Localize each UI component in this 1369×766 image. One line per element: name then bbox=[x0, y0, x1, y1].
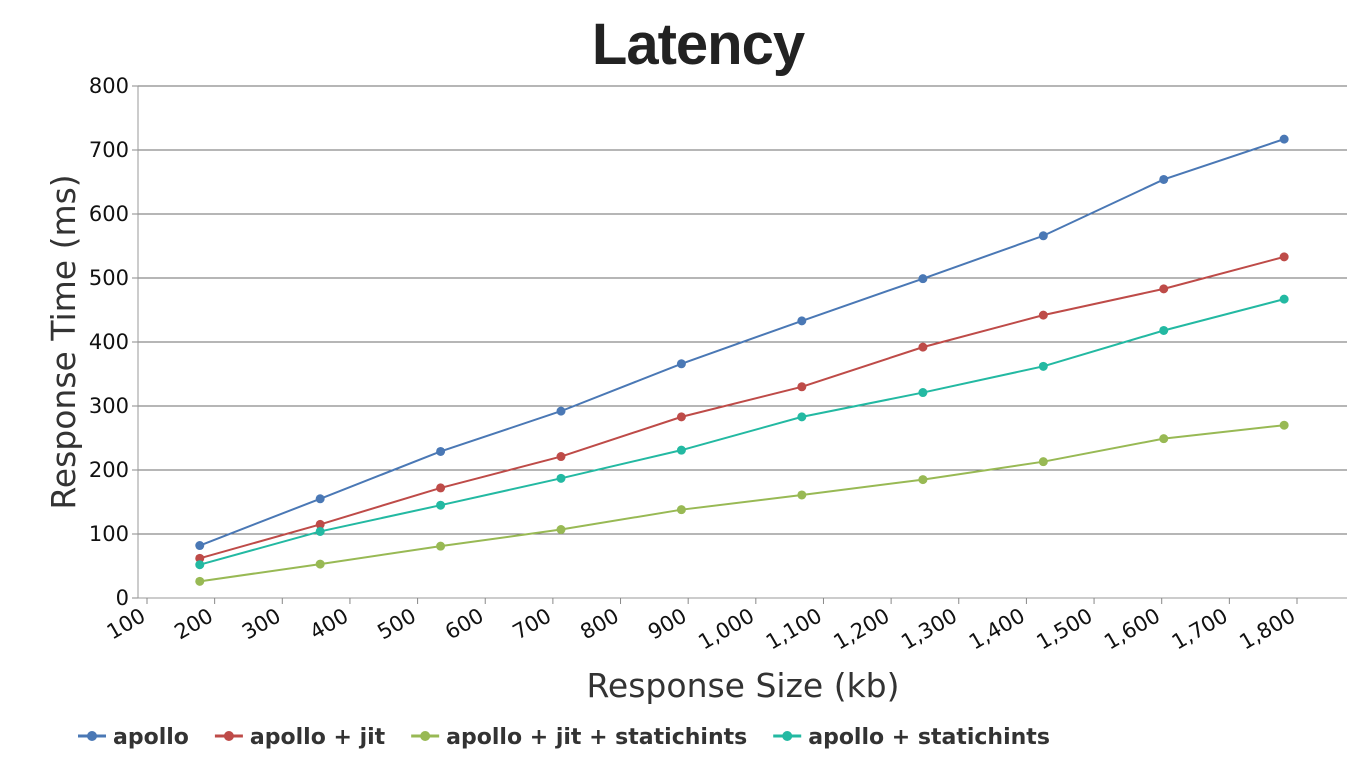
x-tick-label: 1,800 bbox=[1235, 604, 1299, 655]
x-axis-title: Response Size (kb) bbox=[586, 666, 899, 705]
legend-label: apollo bbox=[113, 725, 189, 750]
data-point bbox=[797, 382, 807, 392]
data-point bbox=[1159, 434, 1169, 444]
chart-title: Latency bbox=[592, 12, 805, 77]
data-point bbox=[918, 274, 928, 284]
data-point bbox=[315, 559, 325, 569]
legend-item: apollo bbox=[78, 725, 189, 750]
x-tick-label: 1,300 bbox=[897, 604, 961, 655]
data-point bbox=[1038, 361, 1048, 371]
y-tick-label: 300 bbox=[89, 394, 129, 418]
legend-label: apollo + jit bbox=[250, 725, 386, 750]
series-line bbox=[199, 138, 1285, 547]
x-tick-label: 1,600 bbox=[1100, 604, 1164, 655]
x-tick-label: 1,100 bbox=[762, 604, 826, 655]
y-axis-title: Response Time (ms) bbox=[44, 174, 83, 509]
data-point bbox=[1279, 420, 1289, 430]
data-point bbox=[556, 473, 566, 483]
series-line bbox=[199, 298, 1285, 566]
y-tick-label: 100 bbox=[89, 522, 129, 546]
data-point bbox=[797, 490, 807, 500]
data-point bbox=[315, 519, 325, 529]
data-point bbox=[556, 406, 566, 416]
x-tick-label: 900 bbox=[644, 604, 691, 645]
data-point bbox=[436, 483, 446, 493]
y-tick-label: 600 bbox=[89, 202, 129, 226]
data-point bbox=[676, 359, 686, 369]
x-tick-label: 1,700 bbox=[1168, 604, 1232, 655]
series-group bbox=[195, 294, 1289, 570]
data-point bbox=[918, 388, 928, 398]
y-tick-labels: 0 100 200 300 400 500 600 700 800 bbox=[89, 74, 129, 610]
y-tick-label: 500 bbox=[89, 266, 129, 290]
x-tick-label: 300 bbox=[238, 604, 285, 645]
data-point bbox=[676, 445, 686, 455]
data-point bbox=[1279, 294, 1289, 304]
data-point bbox=[1038, 457, 1048, 467]
legend-item: apollo + jit + statichints bbox=[411, 725, 747, 750]
data-point bbox=[797, 316, 807, 326]
data-point bbox=[1038, 310, 1048, 320]
legend-swatch-marker bbox=[87, 731, 97, 741]
series-line bbox=[199, 255, 1285, 560]
series-line bbox=[199, 424, 1285, 583]
data-point bbox=[195, 553, 205, 563]
series-group bbox=[195, 134, 1289, 551]
data-point bbox=[315, 494, 325, 504]
series-group bbox=[195, 252, 1289, 563]
data-point bbox=[315, 526, 325, 536]
series-group bbox=[195, 420, 1289, 586]
data-point bbox=[1159, 284, 1169, 294]
data-point bbox=[918, 475, 928, 485]
legend-label: apollo + statichints bbox=[808, 725, 1050, 750]
legend-swatch-marker bbox=[223, 731, 234, 741]
x-tick-label: 400 bbox=[306, 604, 353, 645]
x-tick-label: 700 bbox=[509, 604, 556, 645]
data-point bbox=[1159, 174, 1169, 184]
y-tick-label: 200 bbox=[89, 458, 129, 482]
x-tick-label: 100 bbox=[103, 604, 150, 645]
data-point bbox=[195, 560, 205, 570]
x-tick-label: 200 bbox=[170, 604, 217, 645]
data-point bbox=[436, 500, 446, 510]
data-point bbox=[1159, 325, 1169, 335]
data-point bbox=[195, 541, 205, 551]
data-point bbox=[676, 505, 686, 515]
x-tick-label: 1,000 bbox=[694, 604, 758, 655]
legend-item: apollo + statichints bbox=[773, 725, 1050, 750]
data-point bbox=[436, 541, 446, 551]
x-tick-label: 600 bbox=[441, 604, 488, 645]
data-point bbox=[1279, 134, 1289, 144]
data-point bbox=[676, 412, 686, 422]
y-tick-label: 700 bbox=[89, 138, 129, 162]
x-tick-label: 500 bbox=[373, 604, 420, 645]
y-tick-label: 0 bbox=[116, 586, 129, 610]
legend: apollo apollo + jit apollo + jit + statich… bbox=[78, 725, 1050, 750]
x-tick-label: 800 bbox=[576, 604, 623, 645]
series-lines bbox=[195, 134, 1289, 586]
legend-swatch-marker bbox=[782, 731, 793, 741]
axes bbox=[132, 85, 1347, 604]
y-tick-label: 400 bbox=[89, 330, 129, 354]
data-point bbox=[918, 342, 928, 352]
grid-lines bbox=[138, 85, 1347, 535]
x-tick-label: 1,200 bbox=[830, 604, 894, 655]
data-point bbox=[436, 446, 446, 456]
x-tick-label: 1,400 bbox=[965, 604, 1029, 655]
data-point bbox=[1038, 231, 1048, 241]
data-point bbox=[556, 452, 566, 462]
x-tick-labels: 100 200 300 400 500 600 700 800 900 1,000 1,100 1,2… bbox=[103, 604, 1300, 655]
legend-item: apollo + jit bbox=[214, 725, 386, 750]
data-point bbox=[556, 525, 566, 535]
legend-label: apollo + jit + statichints bbox=[446, 725, 747, 750]
data-point bbox=[195, 576, 205, 586]
y-tick-label: 800 bbox=[89, 74, 129, 98]
data-point bbox=[797, 412, 807, 422]
legend-swatch-marker bbox=[420, 731, 431, 741]
data-point bbox=[1279, 252, 1289, 262]
x-tick-label: 1,500 bbox=[1032, 604, 1096, 655]
